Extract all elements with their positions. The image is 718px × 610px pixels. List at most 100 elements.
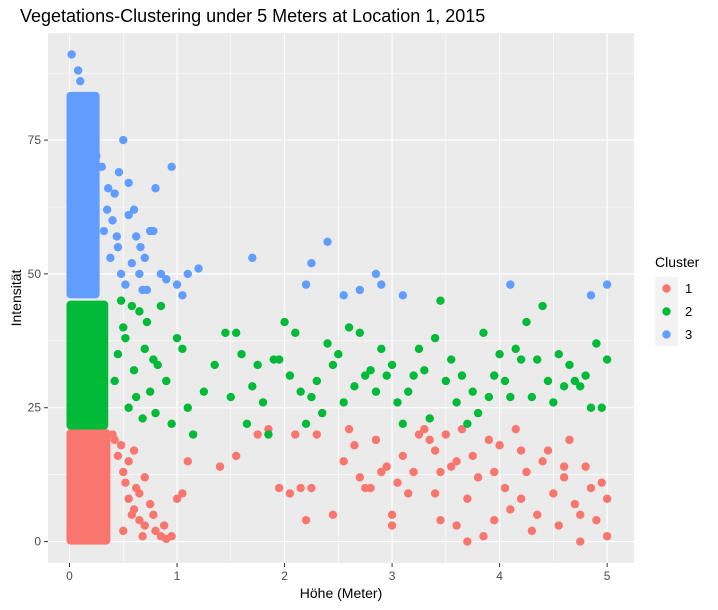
data-point-cluster-2 xyxy=(500,376,510,386)
data-point-cluster-1 xyxy=(527,526,537,536)
data-point-cluster-1 xyxy=(479,532,488,541)
data-point-cluster-2 xyxy=(121,333,130,343)
legend: Cluster 1 2 3 xyxy=(655,254,700,346)
legend-swatch xyxy=(662,330,671,339)
data-point-cluster-1 xyxy=(291,430,300,439)
data-point-cluster-2 xyxy=(398,419,408,429)
data-point-cluster-2 xyxy=(138,414,147,423)
data-point-cluster-1 xyxy=(124,457,133,466)
data-point-cluster-3 xyxy=(78,93,87,102)
x-tick-label: 4 xyxy=(496,569,503,583)
data-point-cluster-1 xyxy=(570,499,580,509)
data-point-cluster-1 xyxy=(382,462,391,471)
data-point-cluster-3 xyxy=(172,280,182,289)
data-point-cluster-3 xyxy=(108,216,117,225)
data-point-cluster-3 xyxy=(136,242,145,252)
data-point-cluster-2 xyxy=(452,398,461,407)
data-point-cluster-2 xyxy=(140,344,149,354)
data-point-cluster-2 xyxy=(178,344,187,354)
data-point-cluster-3 xyxy=(506,280,515,289)
data-point-cluster-1 xyxy=(312,430,322,439)
x-axis-ticks: 0 1 2 3 4 5 xyxy=(66,563,611,583)
data-point-cluster-1 xyxy=(414,430,424,439)
data-point-cluster-2 xyxy=(291,328,300,337)
data-point-cluster-1 xyxy=(576,537,585,546)
data-point-cluster-1 xyxy=(516,446,526,455)
data-point-cluster-3 xyxy=(106,253,115,263)
data-point-cluster-1 xyxy=(597,478,606,487)
data-point-cluster-1 xyxy=(559,462,569,471)
dense-region-cluster-3 xyxy=(66,91,100,299)
data-point-cluster-1 xyxy=(430,489,440,498)
data-point-cluster-2 xyxy=(183,403,192,412)
data-point-cluster-3 xyxy=(99,226,109,236)
data-point-cluster-2 xyxy=(301,419,311,429)
data-point-cluster-2 xyxy=(387,360,397,370)
data-point-cluster-1 xyxy=(135,489,144,498)
data-point-cluster-1 xyxy=(138,532,147,541)
data-point-cluster-2 xyxy=(409,371,418,380)
legend-title: Cluster xyxy=(655,254,700,270)
data-point-cluster-3 xyxy=(112,232,122,241)
data-point-cluster-1 xyxy=(387,510,397,520)
y-tick-label: 75 xyxy=(28,133,42,147)
data-point-cluster-1 xyxy=(231,451,241,461)
data-point-cluster-1 xyxy=(339,457,348,466)
data-point-cluster-1 xyxy=(377,467,386,477)
data-point-cluster-2 xyxy=(441,376,451,386)
data-point-cluster-1 xyxy=(457,424,467,434)
data-point-cluster-2 xyxy=(253,360,262,370)
data-point-cluster-3 xyxy=(119,135,128,145)
data-point-cluster-2 xyxy=(473,408,483,418)
legend-label: 2 xyxy=(685,304,692,319)
data-point-cluster-3 xyxy=(67,50,76,59)
data-point-cluster-2 xyxy=(468,387,477,396)
data-point-cluster-1 xyxy=(533,510,542,520)
y-tick-label: 50 xyxy=(28,267,42,281)
data-point-cluster-2 xyxy=(430,333,440,343)
data-point-cluster-2 xyxy=(248,382,257,391)
data-point-cluster-2 xyxy=(113,350,123,359)
x-axis-label: Höhe (Meter) xyxy=(300,585,382,601)
data-point-cluster-2 xyxy=(457,371,467,380)
data-point-cluster-3 xyxy=(129,205,139,214)
data-point-cluster-2 xyxy=(119,323,128,332)
data-point-cluster-1 xyxy=(586,483,596,493)
data-point-cluster-1 xyxy=(108,430,117,439)
data-point-cluster-3 xyxy=(371,269,381,279)
dense-region-cluster-2 xyxy=(66,300,109,430)
data-point-cluster-2 xyxy=(366,366,375,375)
data-point-cluster-2 xyxy=(307,392,316,402)
x-tick-label: 0 xyxy=(66,569,73,583)
data-point-cluster-1 xyxy=(178,489,187,498)
data-point-cluster-1 xyxy=(592,515,601,525)
data-point-cluster-3 xyxy=(301,280,311,289)
data-point-cluster-1 xyxy=(119,526,128,536)
data-point-cluster-1 xyxy=(167,532,176,541)
data-point-cluster-2 xyxy=(554,350,563,359)
data-point-cluster-2 xyxy=(135,307,144,316)
y-axis-ticks: 0 25 50 75 xyxy=(28,133,48,549)
data-point-cluster-2 xyxy=(127,301,137,311)
chart-title: Vegetations-Clustering under 5 Meters at… xyxy=(20,6,486,26)
data-point-cluster-1 xyxy=(490,515,499,525)
data-point-cluster-2 xyxy=(242,419,252,429)
data-point-cluster-1 xyxy=(328,510,338,520)
data-point-cluster-2 xyxy=(328,360,338,370)
data-point-cluster-2 xyxy=(527,392,537,402)
data-point-cluster-2 xyxy=(264,430,273,439)
data-point-cluster-2 xyxy=(393,398,402,407)
data-point-cluster-2 xyxy=(565,360,574,370)
data-point-cluster-3 xyxy=(156,269,166,279)
data-point-cluster-2 xyxy=(210,360,219,370)
data-point-cluster-2 xyxy=(199,387,209,396)
data-point-cluster-2 xyxy=(484,392,494,402)
data-point-cluster-1 xyxy=(436,515,445,525)
data-point-cluster-3 xyxy=(398,291,408,300)
data-point-cluster-3 xyxy=(73,66,83,75)
data-point-cluster-3 xyxy=(140,253,149,263)
data-point-cluster-2 xyxy=(334,350,343,359)
data-point-cluster-3 xyxy=(586,291,596,300)
